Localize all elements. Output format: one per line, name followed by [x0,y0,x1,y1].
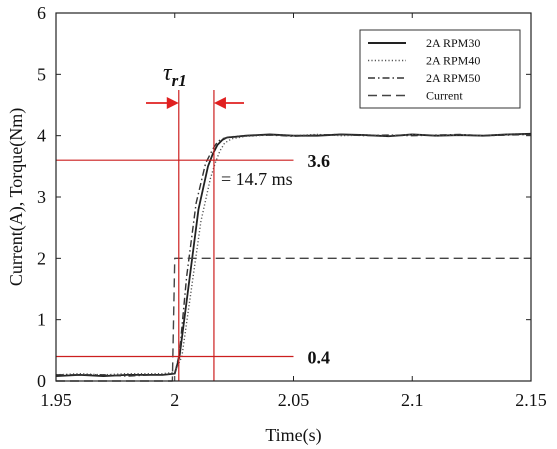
y-tick-label: 3 [37,187,46,207]
legend: 2A RPM30 2A RPM40 2A RPM50 Current [359,29,521,109]
level-label-3.6: 3.6 [308,151,331,171]
tau-label: τr1 [163,60,187,90]
plot-area: 1.95 2 2.05 2.1 2.15 0 1 2 3 4 5 6 Time(s) Current(A)… [6,3,547,446]
x-axis-title: Time(s) [265,425,321,446]
tau-symbol: τ [163,60,173,86]
x-tick-label: 1.95 [40,390,72,410]
legend-label: 2A RPM30 [426,36,480,50]
y-tick-label: 5 [37,64,46,84]
plot-frame [55,12,532,382]
y-tick-label: 6 [37,3,46,23]
y-tick-label: 0 [37,371,46,391]
y-axis-title: Current(A), Torque(Nm) [6,108,27,286]
tau-arrow-right-head [213,97,226,109]
tau-subscript: r1 [172,71,187,90]
legend-label: 2A RPM40 [426,54,480,68]
y-tick-label: 4 [37,126,46,146]
legend-label: 2A RPM50 [426,71,480,85]
series-line-current [56,257,531,382]
time-constant-label: = 14.7 ms [221,169,293,189]
x-tick-label: 2.1 [401,390,424,410]
level-label-0.4: 0.4 [308,347,331,367]
tau-arrow-left-head [166,97,179,109]
y-tick-label: 2 [37,248,46,268]
series-line-2a-rpm50 [56,133,532,377]
x-tick-label: 2 [170,390,179,410]
x-tick-label: 2.15 [515,390,547,410]
y-tick-label: 1 [37,310,46,330]
x-tick-label: 2.05 [278,390,310,410]
legend-label: Current [426,89,463,103]
